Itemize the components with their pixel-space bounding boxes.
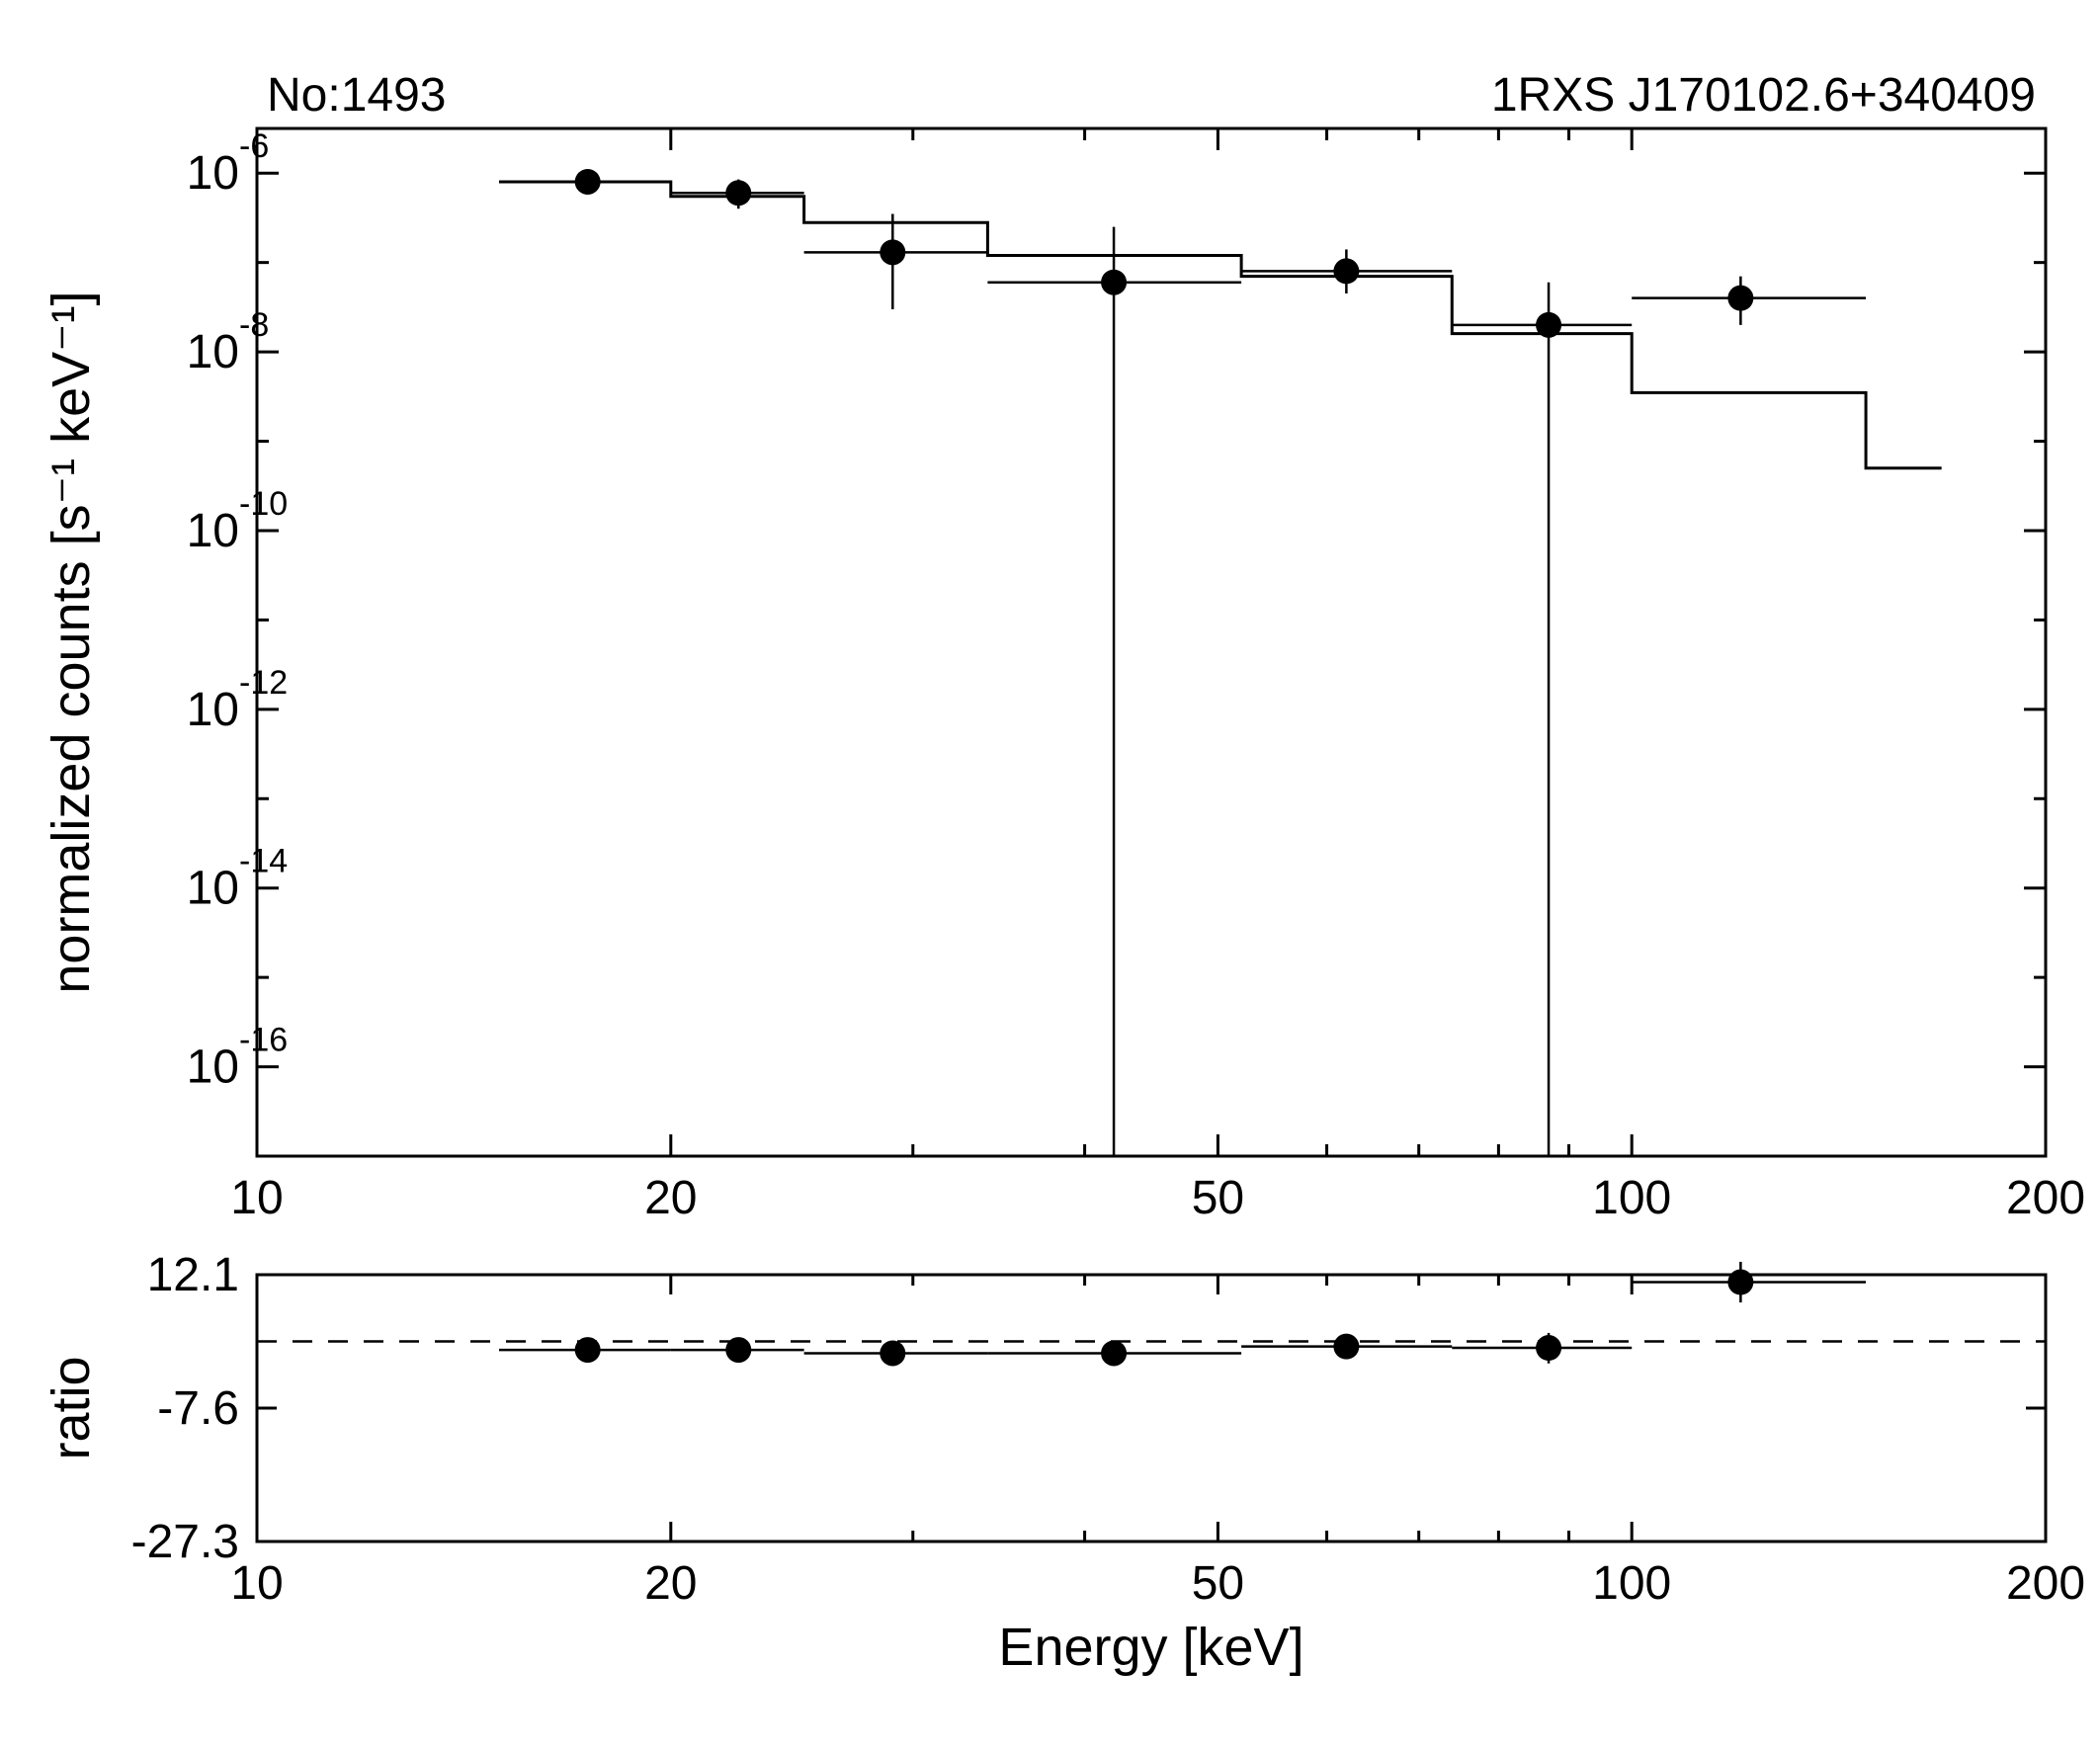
- ytick-base: 10: [187, 684, 239, 736]
- ytick-base: 10: [187, 863, 239, 915]
- data-point: [1333, 258, 1359, 284]
- data-point: [1101, 270, 1127, 295]
- ytick-exp: -16: [239, 1022, 288, 1059]
- spectrum-chart: 10205010020010-610-810-1010-1210-1410-16…: [0, 0, 2100, 1750]
- ratio-point: [1536, 1335, 1561, 1361]
- svg-text:100: 100: [1592, 1172, 1671, 1224]
- ytick-exp: -12: [239, 664, 288, 702]
- svg-text:-7.6: -7.6: [157, 1382, 239, 1435]
- bottom-xlabel: Energy [keV]: [998, 1618, 1303, 1677]
- svg-text:-27.3: -27.3: [131, 1516, 239, 1568]
- ytick-exp: -8: [239, 306, 269, 344]
- data-point: [1536, 312, 1561, 338]
- svg-text:50: 50: [1192, 1172, 1244, 1224]
- svg-text:100: 100: [1592, 1557, 1671, 1610]
- ratio-point: [1101, 1340, 1127, 1366]
- svg-text:50: 50: [1192, 1557, 1244, 1610]
- ratio-point: [575, 1337, 601, 1363]
- bottom-ylabel: ratio: [42, 1356, 101, 1459]
- ratio-point: [880, 1340, 905, 1366]
- data-point: [880, 239, 905, 265]
- svg-text:12.1: 12.1: [147, 1249, 239, 1301]
- svg-text:10: 10: [230, 1172, 283, 1224]
- title-right: 1RXS J170102.6+340409: [1491, 69, 2036, 122]
- ytick-base: 10: [187, 1042, 239, 1094]
- ytick-exp: -6: [239, 127, 269, 165]
- ratio-point: [1727, 1270, 1753, 1295]
- top-ylabel: normalized counts [s⁻¹ keV⁻¹]: [42, 291, 101, 993]
- title-left: No:1493: [267, 69, 446, 122]
- data-point: [575, 169, 601, 195]
- data-point: [725, 180, 751, 206]
- ytick-exp: -14: [239, 843, 288, 880]
- svg-text:20: 20: [644, 1557, 697, 1610]
- ytick-base: 10: [187, 505, 239, 557]
- svg-text:200: 200: [2006, 1172, 2085, 1224]
- svg-text:200: 200: [2006, 1557, 2085, 1610]
- data-point: [1727, 286, 1753, 311]
- svg-text:20: 20: [644, 1172, 697, 1224]
- ratio-point: [1333, 1334, 1359, 1360]
- ytick-exp: -10: [239, 485, 288, 523]
- ratio-point: [725, 1337, 751, 1363]
- model-step-line: [499, 182, 1942, 468]
- ytick-base: 10: [187, 326, 239, 378]
- chart-svg: 10205010020010-610-810-1010-1210-1410-16…: [0, 0, 2100, 1750]
- ytick-base: 10: [187, 147, 239, 200]
